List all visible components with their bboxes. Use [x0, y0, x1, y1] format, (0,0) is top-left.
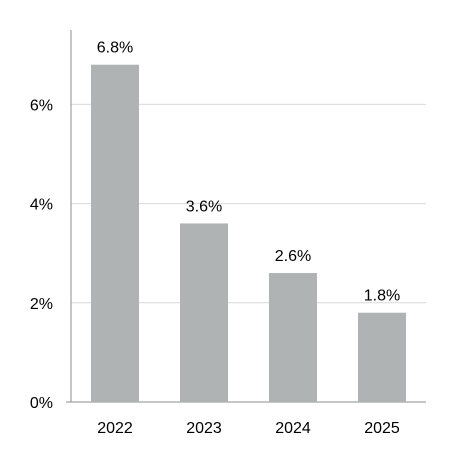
y-tick-label: 4% — [30, 197, 53, 214]
data-label-2024: 2.6% — [275, 248, 311, 265]
y-tick-label: 2% — [30, 296, 53, 313]
data-label-2025: 1.8% — [364, 288, 400, 305]
y-tick-label: 6% — [30, 97, 53, 114]
data-label-2022: 6.8% — [97, 40, 133, 57]
bar-2023 — [180, 223, 228, 402]
bars — [91, 64, 406, 402]
x-tick-label-2022: 2022 — [97, 420, 133, 437]
bar-2025 — [358, 312, 406, 402]
data-labels: 6.8% 3.6% 2.6% 1.8% — [97, 40, 400, 305]
bar-2024 — [269, 273, 317, 402]
x-tick-label-2023: 2023 — [186, 420, 222, 437]
x-tick-label-2024: 2024 — [275, 420, 311, 437]
bar-2022 — [91, 64, 139, 402]
data-label-2023: 3.6% — [186, 198, 222, 215]
x-tick-label-2025: 2025 — [364, 420, 400, 437]
y-axis-tick-labels: 0% 2% 4% 6% — [30, 97, 53, 412]
y-tick-label: 0% — [30, 395, 53, 412]
x-axis-tick-labels: 2022 2023 2024 2025 — [97, 420, 400, 437]
